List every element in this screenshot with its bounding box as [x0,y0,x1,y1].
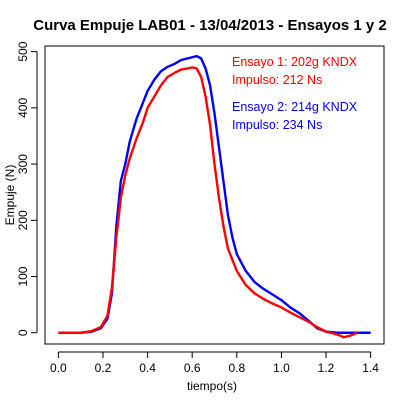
y-axis-label: Empuje (N) [3,165,17,226]
legend-ensayo1-line1: Ensayo 1: 202g KNDX [232,55,358,69]
series-line-1 [58,54,371,334]
series-layer [58,54,371,339]
y-tick-label: 500 [16,41,30,61]
x-tick-label: 1.4 [362,361,379,375]
x-tick-label: 1.2 [318,361,335,375]
legend-ensayo1-line2: Impulso: 212 Ns [232,73,322,87]
legend-ensayo2-line2: Impulso: 234 Ns [232,118,322,132]
y-axis: 0 100 200 300 400 500 [16,41,38,336]
chart-title: Curva Empuje LAB01 - 13/04/2013 - Ensayo… [33,17,387,34]
legend-ensayo2-line1: Ensayo 2: 214g KNDX [232,100,358,114]
x-tick-label: 0.6 [184,361,201,375]
x-tick-label: 0.2 [95,361,112,375]
plot-box [44,45,385,345]
x-axis-label: tiempo(s) [187,379,237,393]
y-tick-label: 300 [16,154,30,174]
x-tick-label: 0.8 [228,361,245,375]
x-tick-label: 0.0 [50,361,67,375]
x-axis: 0.0 0.2 0.4 0.6 0.8 1.0 1.2 1.4 [50,351,379,375]
y-tick-label: 100 [16,266,30,286]
x-tick-label: 1.0 [273,361,290,375]
series-line-2 [58,66,358,339]
y-tick-label: 0 [16,329,30,336]
legend: Ensayo 1: 202g KNDX Impulso: 212 Ns Ensa… [232,55,358,132]
y-tick-label: 200 [16,210,30,230]
y-tick-label: 400 [16,98,30,118]
x-tick-label: 0.4 [139,361,156,375]
